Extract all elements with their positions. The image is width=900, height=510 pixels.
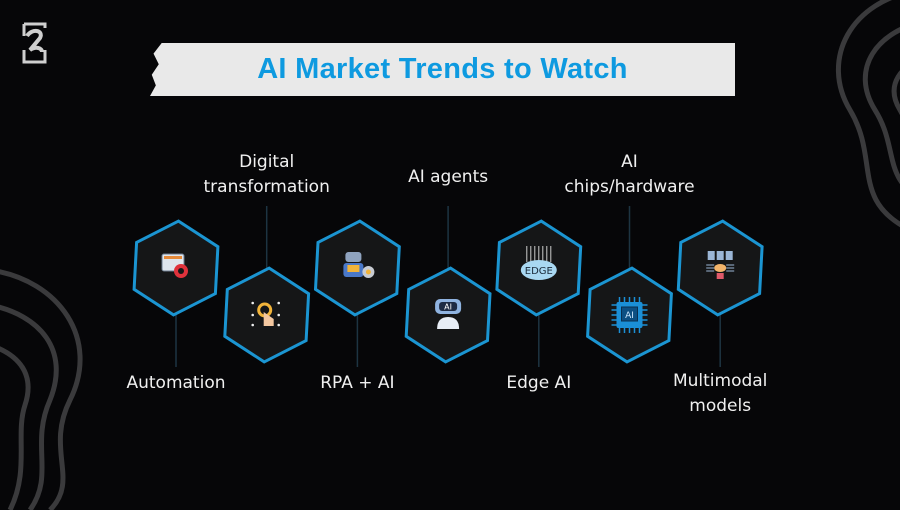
trend-label: RPA + AI: [320, 373, 395, 393]
page-title: AI Market Trends to Watch: [257, 53, 628, 85]
trend-node: AI: [586, 266, 673, 364]
trend-node: [223, 266, 311, 364]
svg-text:AI: AI: [444, 303, 452, 312]
trend-node: AI: [404, 266, 492, 364]
ai-chip-icon: AI: [611, 297, 648, 333]
trend-label: Digital transformation: [203, 152, 330, 197]
trend-label: Edge AI: [506, 373, 572, 393]
documents-brain-icon: [706, 251, 735, 279]
trend-node: [313, 219, 401, 317]
trend-node: [676, 219, 764, 317]
svg-text:AI: AI: [625, 311, 634, 321]
monitor-gear-icon: [161, 253, 188, 278]
trend-label: AI agents: [408, 167, 489, 187]
touch-gear-icon: [251, 301, 281, 327]
hexagon: [404, 266, 492, 364]
brand-logo: [22, 22, 47, 64]
trend-label: Automation: [126, 373, 226, 393]
edge-cloud-icon: EDGE: [520, 246, 557, 280]
ai-robot-icon: AI: [435, 299, 462, 329]
robot-gear-icon: [343, 252, 375, 278]
trend-node: [132, 219, 220, 317]
svg-text:EDGE: EDGE: [525, 266, 553, 277]
trend-label: Multimodal models: [672, 371, 768, 416]
trend-label: AI chips/hardware: [564, 152, 695, 197]
title-banner: [150, 43, 735, 96]
trend-node: EDGE: [495, 219, 583, 317]
decorative-swirl-bottom-left: [0, 269, 83, 510]
